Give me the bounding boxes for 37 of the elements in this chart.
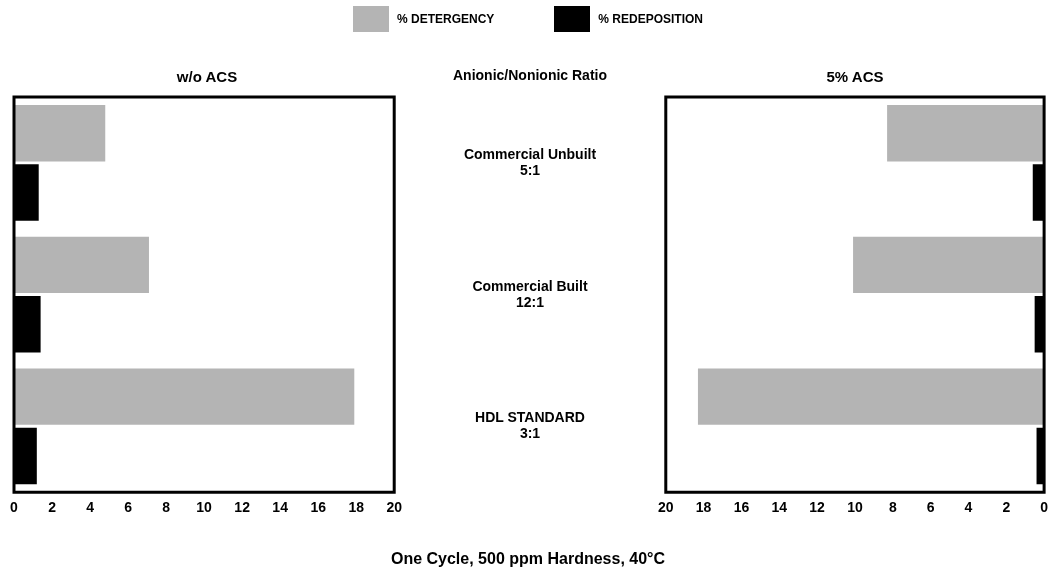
chart-title: w/o ACS: [175, 68, 238, 86]
x-tick-label: 10: [196, 499, 213, 516]
x-tick-label: 20: [386, 499, 403, 516]
x-tick-label: 8: [162, 499, 171, 516]
bar: [14, 368, 355, 425]
x-tick-label: 4: [964, 499, 973, 516]
y-tick-label: HDL STANDARD 3:1: [474, 409, 586, 442]
y-tick-label: Commercial Unbuilt 5:1: [462, 145, 598, 178]
x-tick-label: 10: [847, 499, 863, 516]
x-tick-label: 0: [1040, 499, 1049, 516]
text: One Cycle, 500 ppm Hardness, 40°C: [389, 550, 667, 568]
x-tick-label: 2: [48, 499, 57, 516]
x-tick-label: 18: [348, 499, 365, 516]
legend-label: % REDEPOSITION: [598, 12, 704, 26]
x-tick-label: 4: [86, 499, 95, 516]
x-tick-label: 16: [310, 499, 327, 516]
bar: [887, 105, 1045, 162]
x-tick-label: 6: [124, 499, 133, 516]
x-tick-label: 8: [888, 499, 897, 516]
x-tick-label: 2: [1002, 499, 1011, 516]
x-tick-label: 14: [272, 499, 289, 516]
bar: [14, 105, 106, 162]
legend-label: % DETERGENCY: [396, 12, 495, 26]
x-tick-label: 16: [733, 499, 750, 516]
y-tick-label: Commercial Built 12:1: [471, 277, 589, 310]
x-tick-label: 12: [809, 499, 826, 516]
x-tick-label: 14: [771, 499, 788, 516]
y-axis-title: Anionic/Nonionic Ratio: [452, 67, 608, 83]
x-tick-label: 18: [695, 499, 712, 516]
x-tick-label: 20: [658, 499, 674, 516]
bar: [14, 236, 149, 294]
chart-title: 5% ACS: [826, 68, 884, 86]
bar: [853, 236, 1045, 294]
x-tick-label: 0: [10, 499, 19, 516]
x-tick-label: 12: [234, 499, 251, 516]
x-tick-label: 6: [926, 499, 935, 516]
bar: [697, 368, 1045, 425]
